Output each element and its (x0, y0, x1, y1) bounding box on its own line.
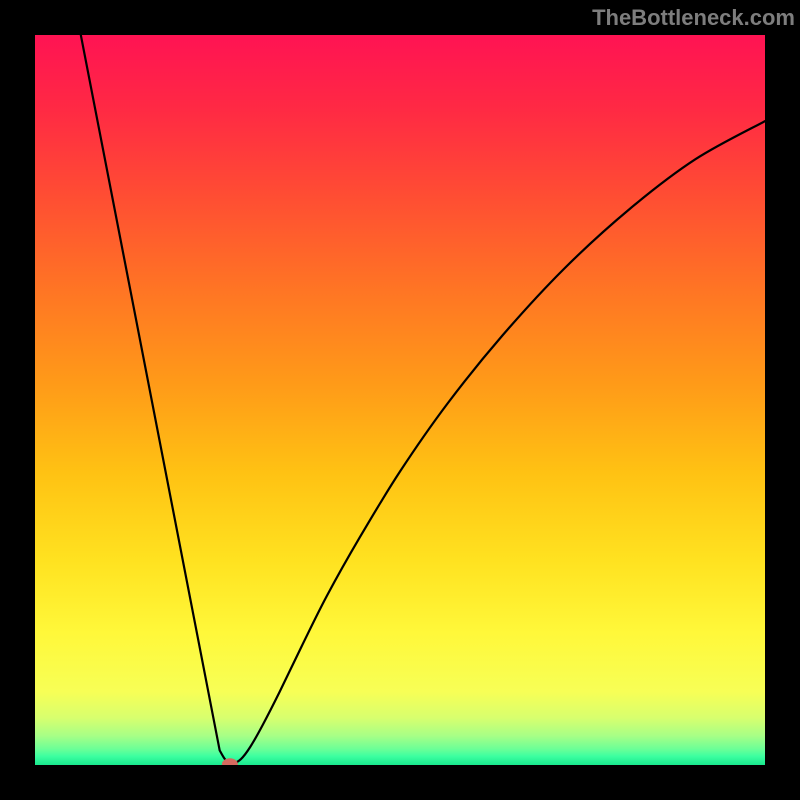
gradient-background (35, 35, 765, 765)
plot-svg (35, 35, 765, 765)
chart-canvas: TheBottleneck.com (0, 0, 800, 800)
watermark-text: TheBottleneck.com (592, 5, 795, 31)
plot-area (35, 35, 765, 765)
